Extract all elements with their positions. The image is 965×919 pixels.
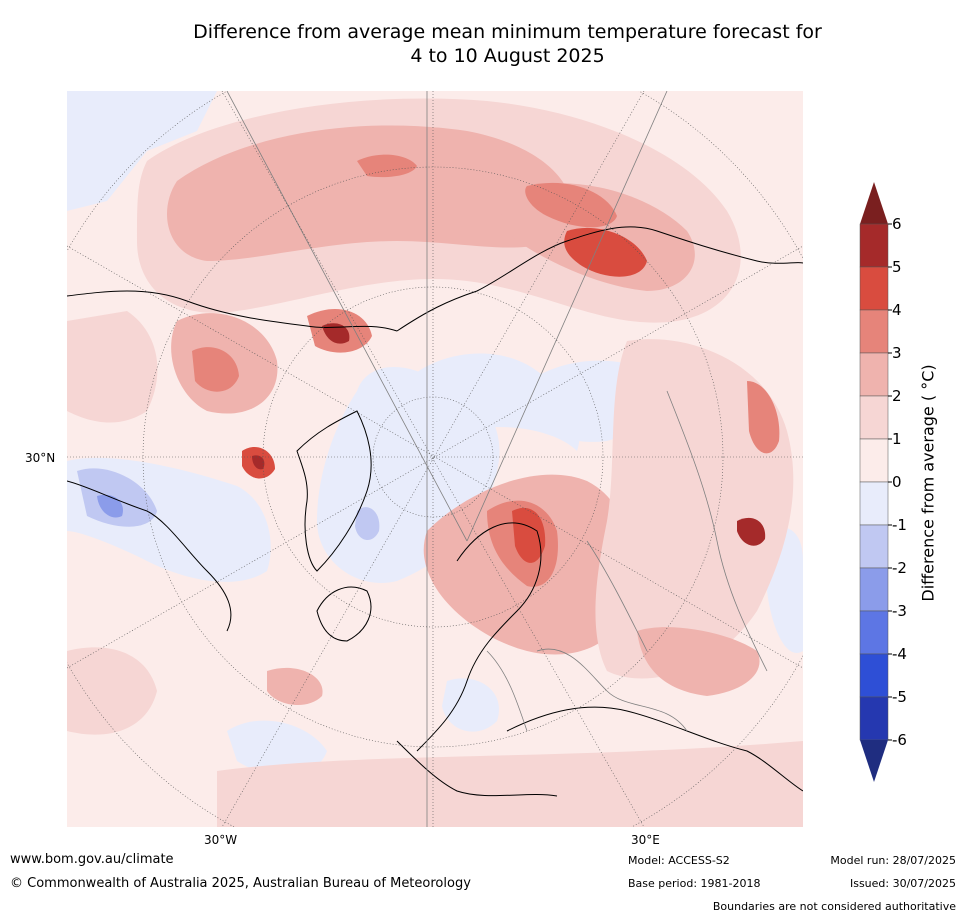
colorbar-label: Difference from average ( °C)	[918, 364, 938, 602]
anomaly-region-warm-south-pacific	[67, 647, 157, 735]
footer-model-run: Model run: 28/07/2025	[830, 854, 956, 867]
colorbar-swatch	[859, 696, 889, 741]
anomaly-region-warm-north-pacific	[67, 311, 158, 423]
anomaly-region-blue-canada-core	[77, 468, 157, 527]
colorbar-swatch	[859, 610, 889, 655]
temperature-anomaly-map	[67, 91, 803, 827]
lat-label-30n: 30°N	[25, 451, 56, 465]
anomaly-region-hot-hudson-core	[252, 455, 265, 470]
colorbar-tick-label: 0	[892, 473, 902, 491]
anomaly-region-blue-mediterranean	[442, 678, 499, 732]
colorbar-tick-label: -6	[892, 731, 907, 749]
anomaly-region-hot-scandinavia	[512, 507, 546, 563]
anomaly-region-blue-greenland-core	[355, 507, 380, 541]
anomaly-region-warm-alaska-core	[192, 347, 239, 392]
footer-base-period: Base period: 1981-2018	[628, 877, 761, 890]
lon-label-30e: 30°E	[631, 833, 660, 847]
colorbar-tick-label: 4	[892, 301, 902, 319]
colorbar-swatch	[859, 438, 889, 483]
anomaly-region-blue-canada-deep	[97, 494, 123, 518]
colorbar-under-arrow	[860, 740, 888, 782]
colorbar-tick-label: 5	[892, 258, 902, 276]
colorbar-swatch	[859, 352, 889, 397]
colorbar-swatches	[859, 182, 889, 782]
anomaly-region-hot-bering	[322, 323, 350, 344]
map-title: Difference from average mean minimum tem…	[0, 20, 965, 68]
title-line-1: Difference from average mean minimum tem…	[193, 21, 822, 43]
colorbar-swatch	[859, 266, 889, 311]
title-line-2: 4 to 10 August 2025	[410, 45, 605, 67]
footer-boundaries: Boundaries are not considered authoritat…	[712, 900, 956, 913]
colorbar-tick-label: 6	[892, 215, 902, 233]
colorbar-over-arrow	[860, 182, 888, 224]
anomaly-region-warm-pacific-strip	[357, 154, 417, 178]
anomaly-region-blue-northwest	[67, 91, 217, 211]
colorbar: 6 5 4 3 2 1 0 -1 -2 -3 -4 -5 -6	[859, 182, 907, 782]
anomaly-region-warm-russia-core	[747, 381, 780, 454]
footer-issued: Issued: 30/07/2025	[849, 877, 956, 890]
colorbar-swatch	[859, 395, 889, 440]
colorbar-swatch	[859, 309, 889, 354]
lon-label-30w: 30°W	[204, 833, 238, 847]
colorbar-swatch	[859, 524, 889, 569]
colorbar-tick-label: -4	[892, 645, 907, 663]
graticule	[67, 91, 803, 827]
colorbar-ticks: 6 5 4 3 2 1 0 -1 -2 -3 -4 -5 -6	[888, 215, 907, 749]
anomaly-region-blue-atlantic	[227, 720, 327, 775]
anomaly-region-warm-siberia-hot	[564, 227, 647, 277]
footer-model: Model: ACCESS-S2	[628, 854, 730, 867]
anomaly-region-warm-asia	[637, 627, 760, 696]
colorbar-tick-label: 2	[892, 387, 902, 405]
footer-copyright: © Commonwealth of Australia 2025, Austra…	[10, 876, 471, 891]
footer-url[interactable]: www.bom.gov.au/climate	[10, 852, 174, 867]
anomaly-region-warm-pacific-core	[167, 125, 573, 261]
colorbar-swatch	[859, 653, 889, 698]
colorbar-swatch	[859, 567, 889, 612]
colorbar-tick-label: 1	[892, 430, 902, 448]
colorbar-tick-label: 3	[892, 344, 902, 362]
country-boundaries	[226, 91, 768, 827]
anomaly-region-warm-russia	[595, 339, 794, 679]
anomaly-region-hot-central-asia	[737, 517, 766, 546]
colorbar-swatch	[859, 481, 889, 526]
colorbar-tick-label: -1	[892, 516, 907, 534]
colorbar-swatch	[859, 223, 889, 268]
colorbar-tick-label: -3	[892, 602, 907, 620]
colorbar-tick-label: -5	[892, 688, 907, 706]
anomaly-region-warm-atlantic	[267, 667, 323, 706]
anomaly-region-warm-south-edge	[217, 741, 803, 827]
coastlines	[67, 226, 803, 797]
colorbar-tick-label: -2	[892, 559, 907, 577]
